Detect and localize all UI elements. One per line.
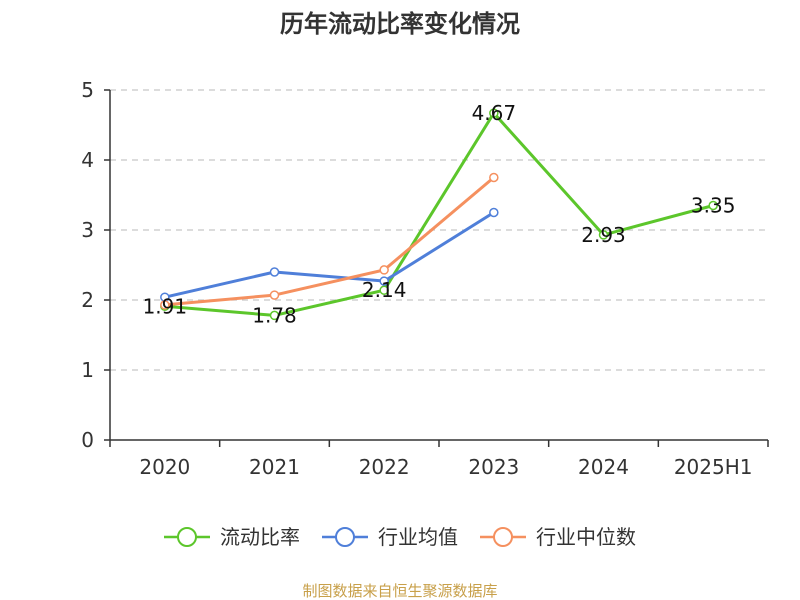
data-point xyxy=(379,285,389,295)
y-tick-label: 2 xyxy=(81,288,94,312)
y-tick-label: 3 xyxy=(81,218,94,242)
y-tick-label: 1 xyxy=(81,358,94,382)
y-tick-label: 5 xyxy=(81,78,94,102)
data-labels: 1.91 1.78 2.14 4.67 2.93 3.35 xyxy=(143,101,736,327)
legend-label: 流动比率 xyxy=(220,525,300,549)
x-tick-label: 2024 xyxy=(578,455,629,479)
x-tick-label: 2023 xyxy=(468,455,519,479)
data-point xyxy=(269,267,280,277)
data-label: 1.91 xyxy=(143,294,188,318)
source-note: 制图数据来自恒生聚源数据库 xyxy=(302,582,497,600)
data-point xyxy=(598,230,609,240)
y-tick-label: 4 xyxy=(81,148,94,172)
data-label: 2.93 xyxy=(581,223,626,247)
x-tick-label: 2021 xyxy=(249,455,300,479)
legend-circle-symbol xyxy=(335,527,355,547)
legend-circle-symbol xyxy=(493,527,513,547)
legend: 流动比率 行业均值 行业中位数 xyxy=(164,525,636,549)
legend-label: 行业均值 xyxy=(378,525,458,549)
data-point xyxy=(379,276,389,286)
data-point xyxy=(708,200,718,211)
y-tick-label: 0 xyxy=(81,428,94,452)
x-tick-label: 2022 xyxy=(359,455,410,479)
data-label: 2.14 xyxy=(362,278,407,302)
data-point xyxy=(269,310,280,321)
x-tick-label: 2025H1 xyxy=(674,455,753,479)
data-label: 3.35 xyxy=(691,194,736,218)
legend-item: 流动比率 xyxy=(164,525,300,549)
legend-item: 行业均值 xyxy=(322,525,458,549)
legend-circle-symbol xyxy=(177,527,197,547)
series-line-0 xyxy=(164,111,714,317)
series-group xyxy=(160,108,718,321)
data-point xyxy=(269,290,280,300)
data-point xyxy=(489,108,499,118)
legend-label: 行业中位数 xyxy=(536,525,636,549)
grid-lines xyxy=(110,89,768,371)
data-point xyxy=(160,300,170,310)
x-tick-label: 2020 xyxy=(139,455,190,479)
legend-item: 行业中位数 xyxy=(480,525,636,549)
data-point xyxy=(489,172,499,183)
data-point xyxy=(379,265,389,275)
axes: 0 1 2 3 4 5 2020 2021 2022 2023 2024 2025H1 xyxy=(81,78,769,479)
series-line-2 xyxy=(164,176,495,307)
data-label: 4.67 xyxy=(472,101,517,125)
data-point xyxy=(489,207,499,218)
chart-title: 历年流动比率变化情况 xyxy=(280,10,520,38)
data-label: 1.78 xyxy=(252,303,297,327)
series-line-1 xyxy=(164,211,495,299)
